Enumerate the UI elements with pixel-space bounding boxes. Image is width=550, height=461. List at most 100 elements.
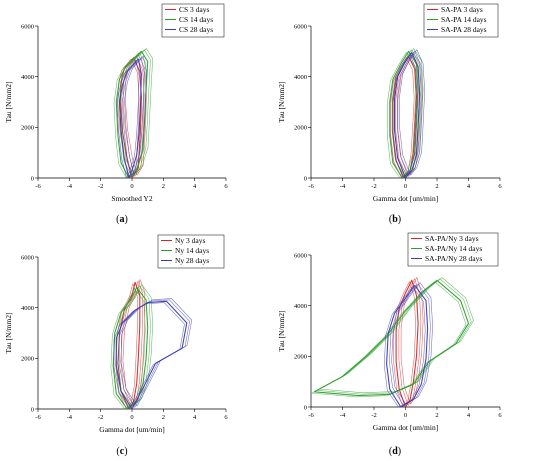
y-axis-label: Tau [N/mm2] — [4, 82, 13, 123]
series-line — [120, 280, 143, 408]
y-axis-label: Tau [N/mm2] — [4, 313, 13, 354]
x-tick-label: -4 — [67, 183, 73, 190]
x-tick-label: -2 — [98, 183, 103, 190]
series-line — [113, 52, 146, 179]
y-axis-label: Tau [N/mm2] — [277, 82, 286, 123]
series-line — [117, 281, 141, 410]
series-line — [383, 286, 426, 408]
x-tick-label: -2 — [371, 412, 376, 419]
y-tick-label: 6000 — [21, 254, 34, 261]
chart-panel: -6 -4 -2 0 2 4 6 0 2000 4000 6000 Gamma dot [um/min… — [277, 232, 502, 457]
panel-caption: (c) — [116, 446, 127, 457]
series-line — [110, 288, 146, 410]
x-tick-label: 4 — [467, 183, 471, 190]
series-line — [122, 57, 145, 177]
series-line — [113, 302, 185, 410]
series-line — [389, 50, 419, 179]
x-tick-label: 6 — [224, 414, 228, 421]
panel-caption: (b) — [389, 214, 401, 225]
x-tick-label: 2 — [435, 183, 438, 190]
series-line — [122, 279, 146, 407]
legend-entry: CS 28 days — [179, 25, 213, 34]
legend-entry: SA-PA/Ny 14 days — [425, 244, 482, 253]
x-tick-label: -4 — [67, 414, 73, 421]
chart-panel: -6 -4 -2 0 2 4 6 0 2000 4000 6000 Gamma dot [um/min… — [4, 234, 228, 457]
x-tick-label: 0 — [130, 183, 133, 190]
series-line — [399, 49, 425, 176]
legend-entry: Ny 3 days — [175, 236, 205, 245]
x-tick-label: -4 — [340, 183, 346, 190]
x-tick-label: 4 — [193, 414, 197, 421]
panel-caption: (a) — [116, 214, 128, 225]
y-tick-label: 6000 — [294, 252, 307, 259]
series-line — [118, 49, 151, 177]
legend-entry: CS 14 days — [179, 15, 213, 24]
y-tick-label: 4000 — [21, 305, 34, 312]
y-tick-label: 4000 — [21, 74, 34, 81]
y-tick-label: 2000 — [21, 356, 34, 363]
x-tick-label: 2 — [162, 414, 165, 421]
series-line — [400, 277, 424, 405]
y-tick-label: 2000 — [21, 125, 34, 132]
y-tick-label: 2000 — [294, 125, 307, 132]
series-line — [121, 48, 153, 176]
x-tick-label: 6 — [498, 183, 502, 190]
x-tick-label: 4 — [467, 412, 471, 419]
series-line — [121, 298, 193, 407]
series-line — [118, 58, 142, 179]
legend-entry: Ny 14 days — [175, 246, 209, 255]
y-tick-label: 0 — [31, 175, 34, 182]
y-tick-label: 0 — [304, 404, 307, 411]
legend-entry: SA-PA/Ny 3 days — [425, 234, 479, 243]
series-line — [116, 59, 140, 179]
x-tick-label: -4 — [340, 412, 346, 419]
series-line — [316, 278, 472, 395]
legend-entry: CS 3 days — [179, 5, 210, 14]
series-line — [391, 53, 418, 179]
chart-panel: -6 -4 -2 0 2 4 6 0 2000 4000 6000 Gamma dot [um/min… — [277, 3, 502, 225]
x-tick-label: 6 — [498, 412, 502, 419]
x-tick-label: -6 — [308, 412, 314, 419]
x-tick-label: 0 — [130, 414, 133, 421]
x-tick-label: 4 — [193, 183, 197, 190]
series-line — [397, 50, 423, 177]
y-tick-label: 4000 — [294, 303, 307, 310]
legend-entry: SA-PA 3 days — [441, 5, 483, 14]
x-axis-label: Smoothed Y2 — [111, 194, 152, 203]
series-line — [386, 284, 429, 408]
x-axis-label: Gamma dot [um/min] — [99, 425, 164, 434]
x-tick-label: -2 — [371, 183, 376, 190]
series-line — [319, 277, 474, 394]
series-line — [124, 55, 147, 176]
x-tick-label: -6 — [35, 183, 41, 190]
x-tick-label: -2 — [98, 414, 103, 421]
y-axis-label: Tau [N/mm2] — [277, 311, 286, 352]
legend-entry: SA-PA/Ny 28 days — [425, 254, 482, 263]
y-tick-label: 6000 — [294, 23, 307, 30]
series-line — [112, 286, 149, 410]
chart-panel: -6 -4 -2 0 2 4 6 0 2000 4000 6000 Smoothed Y2 Tau [N… — [4, 3, 228, 225]
x-tick-label: 0 — [404, 412, 407, 419]
y-tick-label: 6000 — [21, 23, 34, 30]
series-line — [387, 52, 416, 179]
series-line — [389, 283, 431, 406]
y-tick-label: 0 — [304, 175, 307, 182]
x-tick-label: -6 — [35, 414, 41, 421]
series-line — [115, 283, 138, 410]
series-line — [393, 281, 416, 408]
y-tick-label: 4000 — [294, 74, 307, 81]
panel-caption: (d) — [389, 446, 401, 457]
x-tick-label: 2 — [162, 183, 165, 190]
legend-box — [407, 232, 499, 267]
x-tick-label: -6 — [308, 183, 314, 190]
legend-entry: Ny 28 days — [175, 256, 209, 265]
y-tick-label: 0 — [31, 406, 34, 413]
legend-entry: SA-PA 28 days — [441, 25, 487, 34]
x-axis-label: Gamma dot [um/min] — [373, 423, 438, 432]
series-line — [391, 282, 433, 405]
x-tick-label: 6 — [224, 183, 228, 190]
x-tick-label: 2 — [435, 412, 438, 419]
y-tick-label: 2000 — [294, 354, 307, 361]
series-line — [115, 50, 149, 179]
